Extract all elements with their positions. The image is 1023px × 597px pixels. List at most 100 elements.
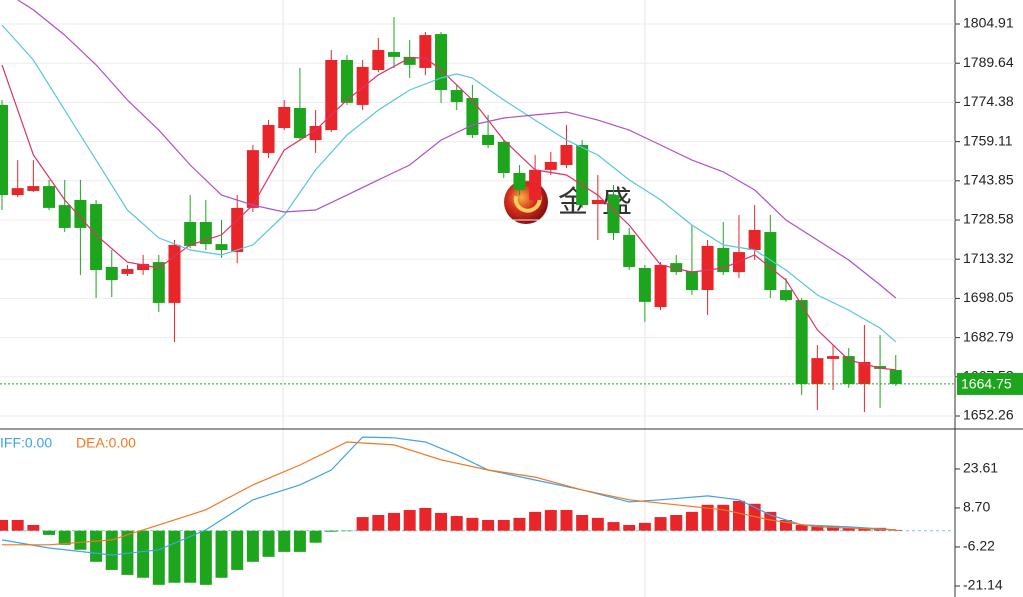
macd-bar — [513, 517, 526, 531]
candle-body — [152, 262, 165, 303]
macd-bar — [152, 530, 165, 585]
y-tick-label: 1652.26 — [963, 407, 1014, 423]
macd-bar — [419, 507, 432, 531]
macd-bar — [827, 525, 840, 531]
candle-body — [670, 263, 683, 273]
macd-bar — [27, 524, 40, 531]
candle-body — [43, 186, 56, 208]
macd-bar — [638, 522, 651, 531]
candle-body — [419, 35, 432, 68]
y-tick-label: 1789.64 — [963, 54, 1014, 70]
candle-body — [591, 199, 604, 205]
macd-bar — [842, 527, 855, 531]
macd-bar — [58, 530, 71, 545]
candle-body — [184, 222, 197, 246]
macd-bar — [90, 530, 103, 562]
y-tick-label: 1774.38 — [963, 93, 1014, 109]
macd-bar — [623, 524, 636, 531]
candle-body — [356, 66, 369, 105]
macd-bar — [482, 519, 495, 531]
macd-bar — [168, 530, 181, 583]
candle-body — [889, 369, 902, 384]
macd-bar — [215, 530, 228, 578]
line-series — [2, 441, 896, 546]
candle-body — [278, 106, 291, 129]
candle-body — [246, 150, 259, 208]
macd-bar — [309, 530, 322, 543]
macd-bar — [685, 511, 698, 531]
macd-bar — [795, 524, 808, 531]
candle-body — [529, 169, 542, 200]
macd-bar — [0, 519, 8, 531]
y-tick-label: 1698.05 — [963, 289, 1014, 305]
macd-bar — [199, 530, 212, 585]
macd-bar — [748, 503, 761, 531]
candle-body — [435, 34, 448, 91]
macd-bar — [293, 530, 306, 552]
candle-body — [293, 108, 306, 139]
candle-body — [701, 245, 714, 291]
macd-bar — [325, 530, 338, 532]
line-series — [1, 57, 896, 371]
candle-body — [340, 59, 353, 103]
y-tick-label: 1804.91 — [963, 15, 1014, 31]
macd-bar — [340, 530, 353, 532]
macd-bar — [811, 525, 824, 531]
candle-body — [105, 266, 118, 281]
candle-body — [90, 204, 103, 271]
macd-bar — [74, 530, 87, 550]
candle-body — [388, 52, 400, 57]
macd-bar — [403, 510, 416, 531]
candle-body — [544, 161, 557, 170]
y-tick-label: 8.70 — [963, 499, 990, 515]
macd-bar — [560, 510, 573, 531]
macd-bar — [184, 530, 197, 583]
candle-body — [450, 90, 463, 103]
candle-body — [497, 141, 510, 173]
candle-body — [58, 205, 71, 228]
y-tick-label: -6.22 — [963, 538, 995, 554]
macd-bar — [654, 517, 667, 531]
macd-bar — [43, 530, 56, 535]
y-tick-label: 1759.11 — [963, 132, 1013, 148]
candle-body — [607, 195, 620, 234]
macd-bar — [544, 510, 557, 531]
legend-entry: IFF:0.00 — [0, 435, 52, 451]
macd-bar — [262, 530, 275, 557]
macd-bar — [701, 504, 714, 531]
candle-body — [309, 125, 322, 141]
candle-body — [842, 356, 855, 385]
candle-body — [513, 172, 526, 190]
candle-body — [372, 49, 385, 71]
line-series — [1, 24, 897, 343]
y-tick-label: 1682.79 — [963, 328, 1014, 344]
candle-body — [685, 271, 698, 291]
candle-body — [215, 244, 228, 251]
candle-body — [482, 134, 495, 145]
candle-body — [654, 264, 667, 308]
candle-body — [121, 269, 134, 274]
candle-body — [827, 356, 840, 359]
y-tick-label: 1713.32 — [963, 250, 1014, 266]
y-tick-label: 1728.58 — [963, 211, 1014, 227]
macd-bar — [231, 530, 244, 570]
candle-body — [137, 263, 150, 271]
legend-entry: DEA:0.00 — [76, 435, 136, 451]
macd-bar — [670, 515, 683, 531]
line-series — [17, 0, 897, 299]
macd-bar — [717, 504, 730, 531]
candle-body — [560, 144, 573, 166]
macd-bar — [388, 512, 400, 531]
y-tick-label: -21.14 — [963, 577, 1003, 593]
line-series — [1, 436, 896, 556]
macd-bar — [529, 511, 542, 531]
last-price-label: 1664.75 — [961, 376, 1012, 392]
candle-body — [576, 144, 589, 206]
macd-bar — [356, 517, 369, 531]
macd-bar — [246, 530, 259, 562]
candle-body — [858, 361, 871, 385]
candle-body — [795, 300, 808, 385]
candle-body — [466, 97, 479, 135]
macd-bar — [497, 519, 510, 531]
